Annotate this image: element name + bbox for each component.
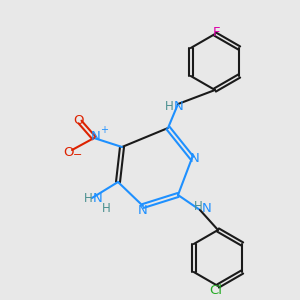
Text: N: N <box>91 130 101 142</box>
Text: Cl: Cl <box>209 284 223 298</box>
Text: H: H <box>102 202 110 214</box>
Text: N: N <box>93 193 103 206</box>
Text: N: N <box>202 202 212 214</box>
Text: O: O <box>73 113 83 127</box>
Text: N: N <box>138 203 148 217</box>
Text: F: F <box>213 26 221 38</box>
Text: N: N <box>174 100 184 112</box>
Text: H: H <box>84 191 92 205</box>
Text: N: N <box>190 152 200 164</box>
Text: H: H <box>165 100 173 112</box>
Text: +: + <box>100 125 108 135</box>
Text: O: O <box>63 146 73 158</box>
Text: H: H <box>194 200 202 212</box>
Text: −: − <box>73 150 83 160</box>
